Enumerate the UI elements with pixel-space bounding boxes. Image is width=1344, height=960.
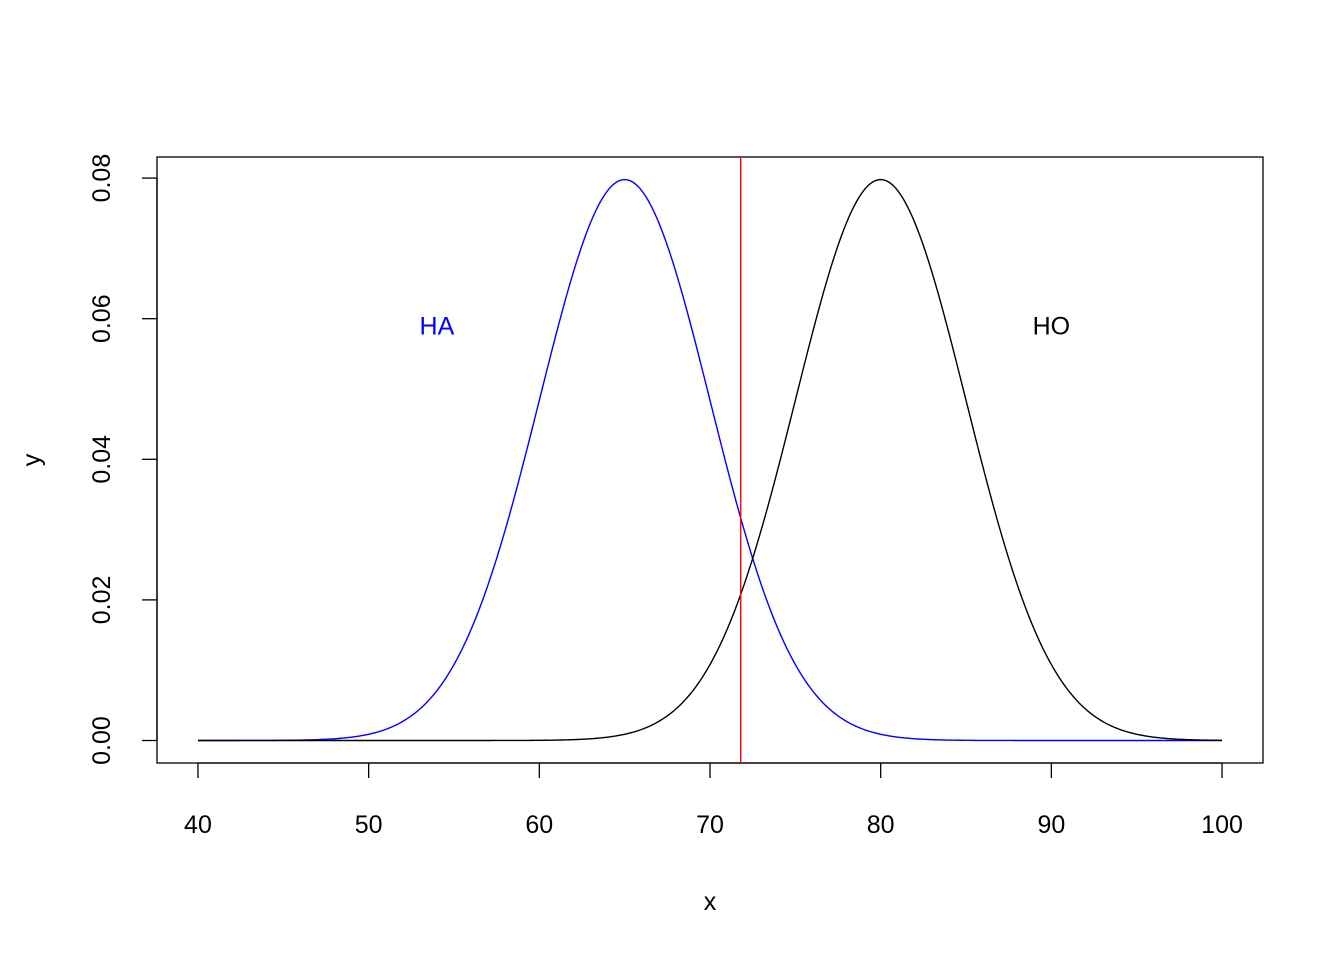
y-axis-label: y: [18, 453, 46, 466]
y-tick-label: 0.04: [88, 435, 116, 484]
annotation-layer: HA HO: [420, 313, 1071, 341]
y-tick-label: 0.06: [88, 294, 116, 343]
x-tick-label: 70: [696, 811, 724, 839]
y-tick-label: 0.02: [88, 576, 116, 625]
y-axis: 0.00 0.02 0.04 0.06 0.08: [88, 154, 158, 765]
x-tick-label: 40: [184, 811, 212, 839]
series-layer: [197, 157, 1223, 763]
x-tick-label: 50: [355, 811, 383, 839]
x-tick-label: 100: [1201, 811, 1243, 839]
x-axis: 40 50 60 70 80 90 100: [184, 762, 1243, 839]
x-tick-label: 90: [1037, 811, 1065, 839]
annotation-ha: HA: [420, 313, 455, 341]
x-tick-label: 80: [867, 811, 895, 839]
series-line-1: [197, 178, 1223, 742]
plot-frame: [156, 156, 1264, 764]
annotation-ho: HO: [1033, 313, 1071, 341]
y-tick-label: 0.00: [88, 716, 116, 765]
x-axis-label: x: [704, 888, 717, 916]
y-tick-label: 0.08: [88, 154, 116, 203]
series-line-0: [197, 178, 1223, 742]
x-tick-label: 60: [525, 811, 553, 839]
